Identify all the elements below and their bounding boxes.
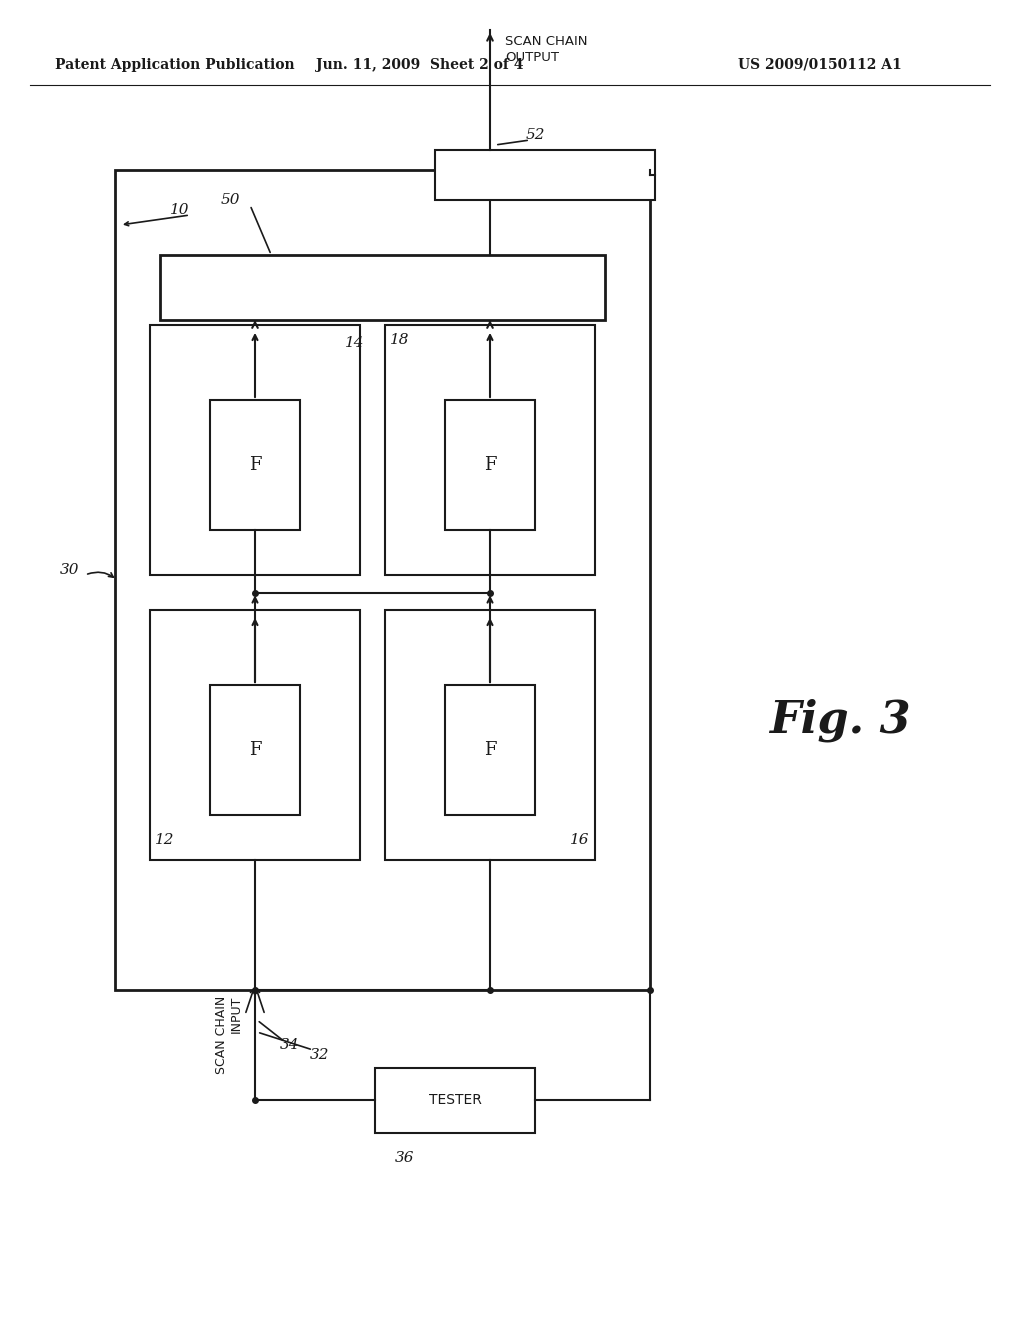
Text: 36: 36 xyxy=(395,1151,415,1164)
Text: 18: 18 xyxy=(390,333,410,347)
Bar xyxy=(210,685,300,814)
Bar xyxy=(115,170,650,990)
Text: 32: 32 xyxy=(310,1048,330,1063)
Bar xyxy=(385,610,595,861)
Text: F: F xyxy=(483,741,497,759)
Text: 10: 10 xyxy=(170,203,189,216)
Text: 14: 14 xyxy=(345,337,365,350)
Text: SCAN CHAIN
OUTPUT: SCAN CHAIN OUTPUT xyxy=(505,36,588,63)
Text: Jun. 11, 2009  Sheet 2 of 4: Jun. 11, 2009 Sheet 2 of 4 xyxy=(316,58,523,73)
Text: Fig. 3: Fig. 3 xyxy=(769,698,910,742)
Text: 12: 12 xyxy=(156,833,175,847)
Bar xyxy=(435,150,655,201)
Bar xyxy=(445,400,535,531)
Text: 16: 16 xyxy=(570,833,590,847)
Text: 34: 34 xyxy=(281,1038,300,1052)
Bar xyxy=(375,1068,535,1133)
Text: SCAN CHAIN
INPUT: SCAN CHAIN INPUT xyxy=(215,995,243,1074)
Text: 52: 52 xyxy=(525,128,545,143)
Bar xyxy=(385,325,595,576)
Bar xyxy=(160,255,605,319)
Bar xyxy=(445,685,535,814)
Text: TESTER: TESTER xyxy=(429,1093,481,1107)
Bar xyxy=(150,325,360,576)
Bar xyxy=(210,400,300,531)
Text: F: F xyxy=(249,455,261,474)
Text: US 2009/0150112 A1: US 2009/0150112 A1 xyxy=(738,58,902,73)
Text: 30: 30 xyxy=(60,564,80,577)
Text: 50: 50 xyxy=(220,193,240,207)
Text: F: F xyxy=(249,741,261,759)
Text: F: F xyxy=(483,455,497,474)
Bar xyxy=(150,610,360,861)
Text: Patent Application Publication: Patent Application Publication xyxy=(55,58,295,73)
